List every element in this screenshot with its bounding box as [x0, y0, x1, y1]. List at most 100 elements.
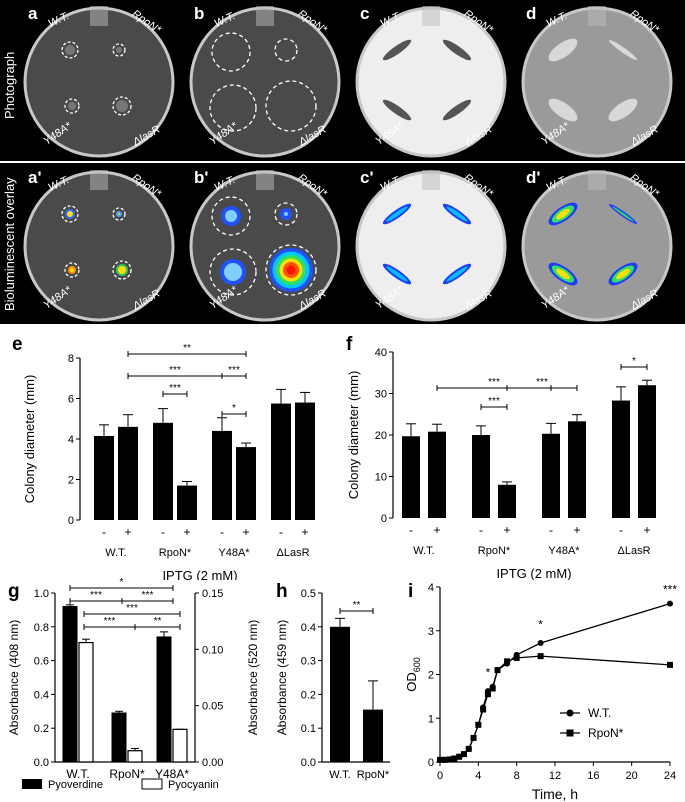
category-label: RpoN*: [357, 769, 390, 781]
chart-e: e Colony diameter (mm) 0 2 4 6 8 - + - + - + - + W.T. Rp…: [12, 334, 315, 580]
sub-tick-label: +: [643, 523, 650, 537]
panel-letter: a': [28, 168, 42, 187]
plate-panel-d: d W.T. RpoN* Y48A* ΔlasR: [518, 2, 676, 160]
x-tick-label: 24: [664, 770, 676, 782]
panel-letter: i: [408, 581, 413, 602]
panel-letter: g: [8, 581, 20, 602]
y-tick-label: 0.00: [202, 757, 223, 769]
bar: [542, 433, 560, 518]
y-tick-label: 20: [375, 430, 387, 442]
x-tick-label: 0: [437, 770, 443, 782]
streak: [442, 39, 472, 61]
significance-label: *: [486, 666, 491, 680]
y-tick-label: 0: [428, 757, 434, 769]
significance-label: *: [632, 356, 636, 367]
data-point-circle: [667, 600, 673, 607]
group-label: W.T.: [413, 545, 434, 557]
bar: [498, 484, 516, 518]
colony-outline: [112, 96, 132, 116]
y-tick-label: 3: [428, 626, 434, 638]
colony-outline: [64, 98, 80, 114]
bar: [568, 421, 586, 518]
y-tick-label: 40: [375, 347, 387, 359]
y-tick-label: 0: [68, 515, 74, 527]
colony-outline: [112, 43, 126, 57]
colony: [116, 100, 128, 112]
significance-label: ***: [228, 365, 240, 376]
legend-swatch-pyocyanin: [141, 778, 163, 790]
luminescent-core: [284, 212, 288, 216]
panel-letter: c: [360, 4, 370, 23]
luminescent-core: [225, 210, 237, 222]
significance-label: ***: [488, 377, 500, 388]
significance-label: *: [120, 577, 124, 588]
bar: [153, 422, 173, 520]
sub-tick-label: +: [301, 525, 308, 539]
colony-outline: [265, 244, 317, 296]
bar: [94, 435, 114, 520]
plate-panel-b: b W.T. RpoN* Y48A* ΔlasR: [186, 2, 344, 160]
significance-label: **: [353, 600, 361, 611]
x-tick-label: 8: [514, 770, 520, 782]
y-tick-label: 0.4: [301, 622, 316, 634]
panel-letter: f: [346, 334, 353, 355]
luminescent-core: [118, 213, 120, 215]
bar-pyocyanin: [127, 750, 143, 763]
streak: [382, 39, 412, 61]
streak-core: [386, 206, 408, 222]
bar-pyoverdine: [111, 712, 127, 763]
dish-tab: [90, 170, 108, 190]
y-tick-label: 0.0: [34, 757, 49, 769]
dish-tab: [256, 170, 274, 190]
significance-label: ***: [142, 590, 154, 601]
group-label: Y48A*: [548, 545, 580, 557]
legend-label-wt: W.T.: [588, 706, 611, 720]
panel-letter: c': [360, 168, 374, 187]
plate-image: [521, 170, 673, 322]
plate-panel-d-prime: d' W.T. RpoN* Y48A* ΔlasR: [518, 166, 676, 324]
y-tick-label: 1.0: [34, 588, 49, 600]
y-tick-label: 4: [68, 434, 74, 446]
data-point-square: [489, 685, 496, 692]
bar: [428, 431, 446, 518]
plate-image: [189, 170, 341, 322]
colony-outline: [112, 260, 132, 280]
significance-label: *: [538, 618, 543, 632]
data-point-square: [446, 756, 453, 763]
colony-outline: [209, 248, 257, 296]
significance-label: ***: [126, 603, 138, 614]
sub-tick-label: -: [220, 525, 224, 539]
y-tick-label: 4: [428, 582, 434, 594]
streak-core: [612, 206, 634, 222]
group-label: W.T.: [105, 547, 126, 559]
bar-pyocyanin: [78, 641, 94, 763]
sub-tick-label: -: [409, 523, 413, 537]
y-tick-label: 30: [375, 389, 387, 401]
y-axis-label-subscript: 600: [412, 657, 422, 672]
streak-hot: [556, 208, 570, 220]
y-tick-label: 0.05: [202, 701, 223, 713]
data-point-square: [513, 654, 520, 661]
luminescent-core: [67, 211, 73, 217]
bar: [638, 385, 656, 518]
significance-label: ***: [536, 377, 548, 388]
series-line: [440, 655, 671, 761]
streak: [548, 98, 578, 122]
significance-label: **: [183, 343, 191, 354]
x-tick-label: 12: [549, 770, 561, 782]
sub-tick-label: -: [102, 525, 106, 539]
y-tick-label: 0.10: [202, 644, 223, 656]
bar: [295, 402, 315, 520]
sub-tick-label: -: [279, 525, 283, 539]
data-point-square: [494, 667, 501, 674]
bar: [612, 400, 630, 518]
y-tick-label: 1: [428, 713, 434, 725]
streak: [548, 38, 578, 62]
colony-outline: [274, 38, 298, 62]
bar: [402, 436, 420, 518]
colony-outline: [112, 207, 126, 221]
colony: [68, 102, 76, 110]
colony-outline: [209, 84, 257, 132]
y-tick-label: 0.8: [34, 622, 49, 634]
